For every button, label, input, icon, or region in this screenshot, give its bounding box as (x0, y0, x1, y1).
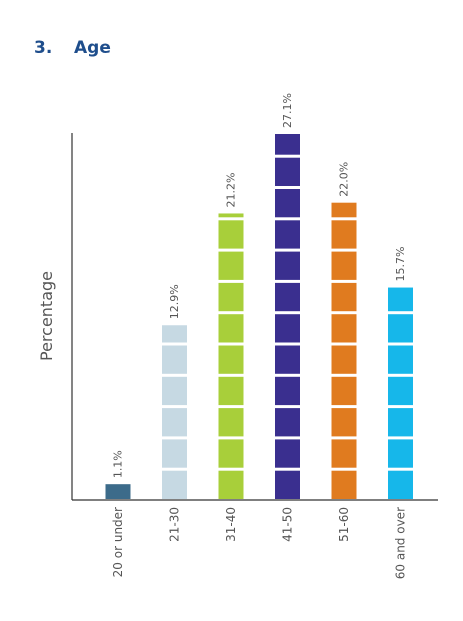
value-label: 12.9% (168, 284, 181, 319)
value-label: 27.1% (281, 93, 294, 128)
bar-block (275, 376, 300, 406)
y-axis-label: Percentage (37, 271, 56, 361)
bar-21-30 (162, 325, 187, 499)
category-labels-group: 20 or under 21-30 31-40 41-50 51-60 60 and ov… (111, 507, 408, 579)
bar-block (275, 314, 300, 343)
bar-block (275, 408, 300, 437)
bar-block (331, 251, 357, 280)
section-heading: 3. Age (34, 38, 111, 58)
bar-block (162, 325, 187, 343)
bar-block (388, 376, 413, 406)
bar-block (218, 376, 244, 406)
category-label: 31-40 (224, 507, 238, 542)
bar-block (331, 470, 357, 499)
bar-block (331, 202, 357, 218)
bar-block (331, 439, 357, 468)
bar-block (275, 189, 300, 218)
category-label: 51-60 (337, 507, 351, 542)
bar-block (275, 134, 300, 155)
bar-51-60 (331, 202, 357, 499)
bar-block (218, 251, 244, 280)
bar-block (218, 213, 244, 218)
bar-block (331, 408, 357, 437)
value-label: 21.2% (225, 173, 238, 208)
bar-block (331, 282, 357, 312)
bar-block (218, 282, 244, 312)
bar-41-50 (275, 134, 300, 499)
bar-block (218, 220, 244, 249)
bar-block (162, 439, 187, 468)
bar-block (388, 314, 413, 343)
bar-block (275, 157, 300, 186)
bar-block (388, 439, 413, 468)
bar-block (388, 287, 413, 312)
value-labels-group: 1.1% 12.9% 21.2% 27.1% 22.0% 15.7% (112, 93, 408, 478)
bar-block (218, 345, 244, 374)
value-label: 22.0% (338, 162, 351, 197)
bar-block (331, 376, 357, 406)
bar-block (388, 470, 413, 499)
bar-block (275, 282, 300, 312)
bar-block (275, 251, 300, 280)
bar-block (162, 408, 187, 437)
bars-group (105, 134, 413, 499)
bar-block (218, 408, 244, 437)
category-label: 21-30 (168, 507, 182, 542)
bar-block (218, 470, 244, 499)
bar-block (218, 314, 244, 343)
bar-60-and-over (388, 287, 413, 499)
bar-block (275, 220, 300, 249)
bar-block (162, 470, 187, 499)
bar-block (105, 484, 131, 499)
bar-block (331, 220, 357, 249)
section-title: Age (74, 38, 111, 58)
bar-block (388, 408, 413, 437)
category-label: 41-50 (281, 507, 295, 542)
bar-block (275, 345, 300, 374)
bar-block (331, 345, 357, 374)
bar-20-or-under (105, 484, 131, 499)
bar-31-40 (218, 213, 244, 499)
section-number: 3. (34, 38, 53, 58)
bar-block (331, 314, 357, 343)
bar-block (218, 439, 244, 468)
bar-block (162, 345, 187, 374)
bar-block (162, 376, 187, 406)
bar-block (275, 470, 300, 499)
category-label: 60 and over (394, 507, 408, 579)
value-label: 1.1% (112, 450, 125, 478)
bar-block (275, 439, 300, 468)
bar-block (388, 345, 413, 374)
category-label: 20 or under (111, 507, 125, 577)
value-label: 15.7% (394, 247, 407, 282)
